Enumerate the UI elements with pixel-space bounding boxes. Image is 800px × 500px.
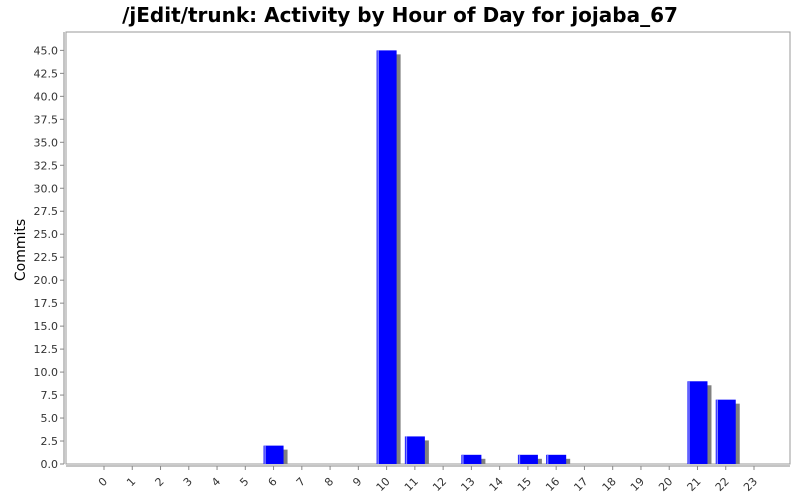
- y-tick-label: 32.5: [34, 159, 59, 172]
- x-tick-label: 11: [402, 475, 421, 494]
- x-tick-label: 12: [430, 475, 449, 494]
- bar: [546, 454, 567, 464]
- x-tick-label: 5: [237, 475, 251, 489]
- bar: [376, 50, 397, 464]
- y-axis-label: Commits: [13, 219, 29, 281]
- chart-title: /jEdit/trunk: Activity by Hour of Day fo…: [122, 3, 678, 27]
- x-tick-label: 8: [322, 475, 336, 489]
- x-tick-label: 15: [515, 475, 534, 494]
- x-tick-label: 4: [209, 475, 223, 489]
- y-tick-label: 15.0: [34, 320, 59, 333]
- x-tick-label: 23: [741, 475, 760, 494]
- y-tick-label: 37.5: [34, 113, 59, 126]
- bar: [517, 454, 538, 464]
- bar: [715, 399, 736, 464]
- x-tick-label: 16: [543, 475, 562, 494]
- y-tick-label: 7.5: [41, 389, 59, 402]
- x-tick-label: 7: [294, 475, 308, 489]
- y-tick-label: 42.5: [34, 67, 59, 80]
- x-tick-label: 0: [96, 475, 110, 489]
- bar: [687, 381, 708, 464]
- y-tick-label: 40.0: [34, 90, 59, 103]
- x-tick-label: 21: [685, 475, 704, 494]
- y-tick-label: 27.5: [34, 205, 59, 218]
- plot-frame: [65, 31, 791, 465]
- x-tick-label: 17: [571, 475, 590, 494]
- x-tick-label: 3: [181, 475, 195, 489]
- x-tick-label: 19: [628, 475, 647, 494]
- x-tick-label: 1: [124, 475, 138, 489]
- x-tick-label: 10: [374, 475, 393, 494]
- bar: [404, 436, 425, 464]
- y-tick-label: 5.0: [41, 412, 59, 425]
- y-tick-label: 30.0: [34, 182, 59, 195]
- x-tick-label: 20: [656, 475, 675, 494]
- x-tick-label: 13: [458, 475, 477, 494]
- y-tick-label: 22.5: [34, 251, 59, 264]
- y-tick-label: 0.0: [41, 458, 59, 471]
- y-tick-label: 45.0: [34, 44, 59, 57]
- x-tick-label: 6: [266, 475, 280, 489]
- y-tick-label: 20.0: [34, 274, 59, 287]
- bar: [461, 454, 482, 464]
- x-tick-label: 2: [153, 475, 167, 489]
- y-tick-label: 17.5: [34, 297, 59, 310]
- y-tick-label: 10.0: [34, 366, 59, 379]
- x-tick-label: 18: [600, 475, 619, 494]
- bar: [263, 445, 284, 464]
- plot-area: 0.0 2.5 5.0 7.5 10.0 12.5 15.0 17.5 20.0 22.5 25.0…: [34, 31, 791, 494]
- x-tick-label: 9: [350, 475, 364, 489]
- y-tick-label: 2.5: [41, 435, 59, 448]
- y-tick-label: 25.0: [34, 228, 59, 241]
- y-tick-label: 35.0: [34, 136, 59, 149]
- x-tick-label: 22: [713, 475, 732, 494]
- y-tick-label: 12.5: [34, 343, 59, 356]
- x-tick-label: 14: [487, 475, 506, 494]
